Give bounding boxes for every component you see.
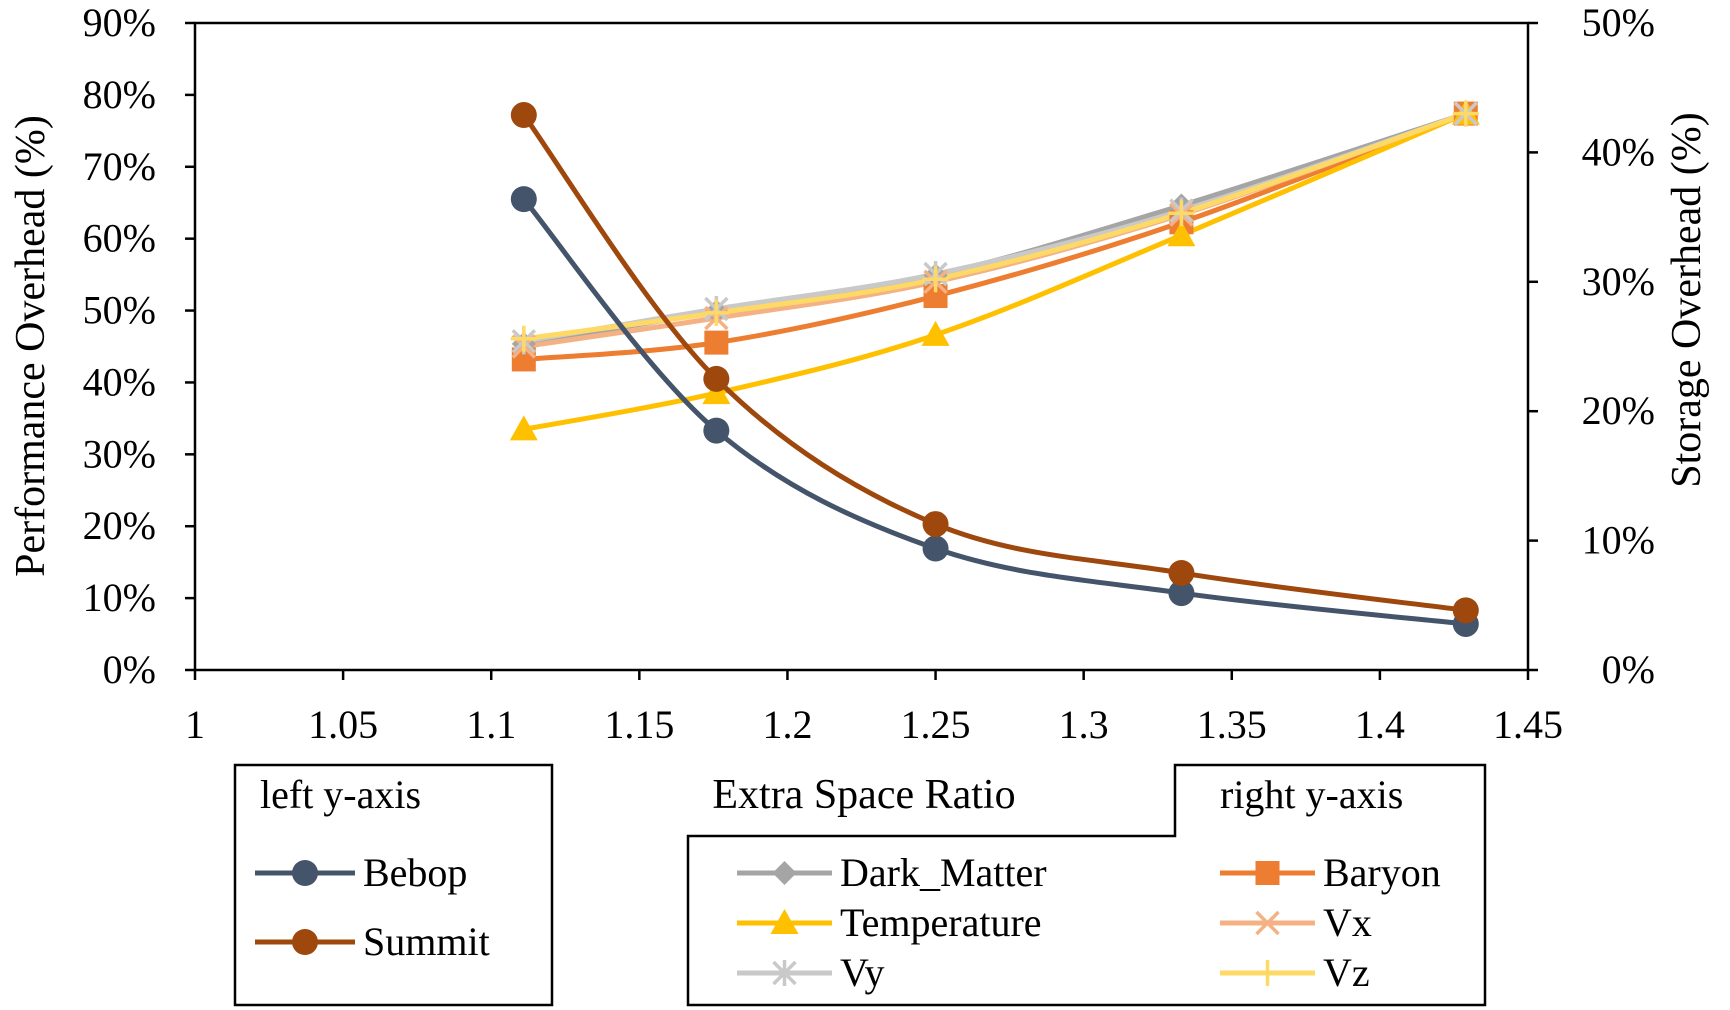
plot-area — [193, 21, 1530, 672]
legend-label-baryon: Baryon — [1323, 850, 1441, 895]
left-y-tick-label: 80% — [83, 72, 156, 117]
legend-label-vz: Vz — [1323, 950, 1370, 995]
legend-label-temperature: Temperature — [840, 900, 1042, 945]
x-tick-label: 1.25 — [901, 702, 971, 747]
series-markers — [509, 99, 1480, 637]
legend-marker-vy — [772, 960, 797, 986]
legend-label-vx: Vx — [1323, 900, 1372, 945]
data-point-summit — [1452, 597, 1479, 624]
data-point-summit — [1168, 559, 1195, 586]
x-tick-label: 1.4 — [1355, 702, 1405, 747]
legend-marker-vx — [1255, 910, 1280, 936]
legend-marker-vz — [1254, 960, 1281, 986]
x-tick-label: 1.1 — [466, 702, 516, 747]
data-point-bebop — [510, 186, 537, 213]
legend-right-title: right y-axis — [1220, 772, 1403, 817]
right-y-tick-label: 40% — [1582, 129, 1655, 174]
data-point-vz — [510, 325, 537, 352]
x-tick-label: 1.15 — [604, 702, 674, 747]
data-point-temperature — [509, 415, 538, 441]
y-axis-right-title: Storage Overhead (%) — [1664, 112, 1710, 488]
right-y-tick-label: 30% — [1582, 259, 1655, 304]
tick-marks — [185, 21, 1538, 680]
left-y-tick-label: 90% — [83, 0, 156, 45]
x-tick-label: 1.45 — [1493, 702, 1563, 747]
legend-label-vy: Vy — [840, 950, 884, 995]
left-y-tick-label: 40% — [83, 359, 156, 404]
legend-right: Dark_Matter Baryon Temperature Vx Vy Vz — [737, 850, 1441, 995]
data-point-bebop — [1168, 580, 1195, 607]
data-point-baryon — [704, 330, 729, 355]
left-y-tick-labels: 0% 10% 20% 30% 40% 50% 60% 70% 80% 90% — [83, 0, 156, 692]
x-tick-label: 1.2 — [762, 702, 812, 747]
legend-left: Bebop Summit — [255, 850, 490, 964]
x-tick-label: 1.35 — [1197, 702, 1267, 747]
right-y-tick-label: 0% — [1602, 647, 1655, 692]
legend-right-box — [686, 763, 1487, 1007]
legend-label-summit: Summit — [363, 919, 490, 964]
data-point-vz — [1168, 200, 1195, 227]
left-y-tick-label: 0% — [103, 647, 156, 692]
x-tick-label: 1 — [185, 702, 205, 747]
data-point-temperature — [921, 320, 950, 346]
series-line-baryon — [523, 111, 1467, 362]
x-tick-labels: 1 1.05 1.1 1.15 1.2 1.25 1.3 1.35 1.4 1.45 — [185, 702, 1563, 747]
left-y-tick-label: 70% — [83, 144, 156, 189]
legend-marker-dark-matter — [772, 861, 797, 885]
left-y-tick-label: 30% — [83, 431, 156, 476]
y-axis-left-title: Performance Overhead (%) — [8, 115, 54, 577]
legend-marker-summit — [292, 929, 318, 955]
right-y-tick-label: 20% — [1582, 388, 1655, 433]
x-tick-label: 1.3 — [1059, 702, 1109, 747]
left-y-tick-label: 20% — [83, 503, 156, 548]
x-tick-label: 1.05 — [308, 702, 378, 747]
data-point-bebop — [703, 417, 730, 444]
data-point-summit — [510, 102, 537, 129]
left-y-tick-label: 50% — [83, 288, 156, 333]
data-point-vz — [1452, 100, 1479, 127]
left-y-tick-label: 10% — [83, 575, 156, 620]
data-point-vz — [703, 299, 730, 326]
data-point-temperature — [1167, 221, 1196, 247]
data-point-bebop — [922, 535, 949, 562]
series-line-temperature — [523, 111, 1467, 432]
right-y-tick-labels: 0% 10% 20% 30% 40% 50% — [1582, 0, 1655, 692]
data-point-summit — [922, 511, 949, 538]
legend-marker-temperature — [770, 909, 799, 934]
legend-marker-baryon — [1255, 861, 1280, 885]
legend-marker-bebop — [292, 860, 318, 886]
right-y-tick-label: 10% — [1582, 518, 1655, 563]
legend-label-dark-matter: Dark_Matter — [840, 850, 1047, 895]
left-y-tick-label: 60% — [83, 216, 156, 261]
legend-left-title: left y-axis — [260, 772, 421, 817]
right-y-tick-label: 50% — [1582, 0, 1655, 45]
x-axis-title: Extra Space Ratio — [712, 772, 1015, 818]
data-point-vz — [922, 266, 949, 293]
data-point-summit — [703, 365, 730, 392]
legend-label-bebop: Bebop — [363, 850, 467, 895]
legend-left-box — [233, 763, 554, 1007]
